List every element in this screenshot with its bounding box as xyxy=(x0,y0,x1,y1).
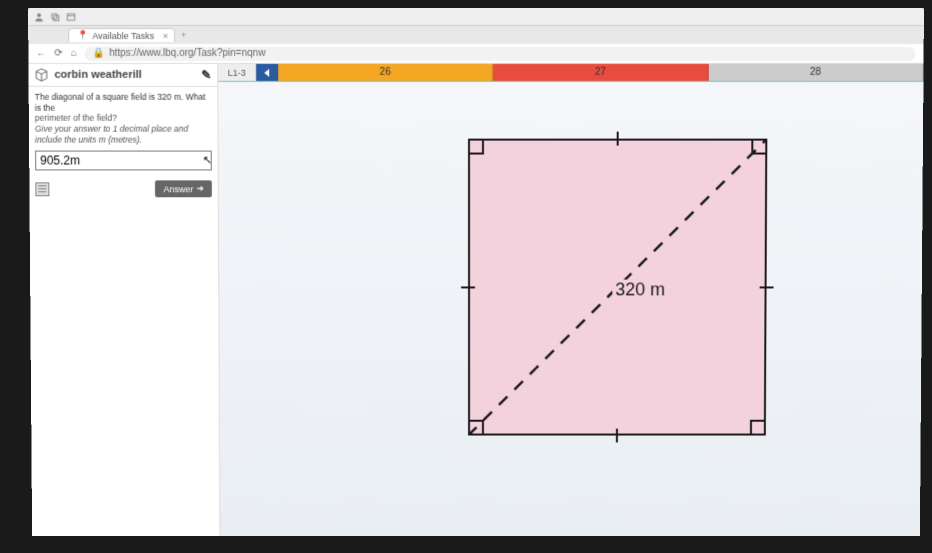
browser-tab-strip: 📍 Available Tasks × + xyxy=(28,26,924,44)
tick-mark xyxy=(461,286,475,288)
cube-icon xyxy=(34,68,48,82)
home-icon[interactable]: ⌂ xyxy=(71,48,77,59)
right-angle-marker xyxy=(470,141,484,155)
close-icon[interactable]: × xyxy=(163,30,168,40)
answer-input[interactable] xyxy=(35,151,212,171)
tick-mark xyxy=(616,429,618,443)
level-badge: L1-3 xyxy=(218,64,256,81)
reload-icon[interactable]: ⟳ xyxy=(54,48,62,59)
lock-icon: 🔒 xyxy=(93,48,106,59)
diagonal-label: 320 m xyxy=(612,280,668,301)
answer-button[interactable]: Answer ➔ xyxy=(155,180,211,197)
url-text: https://www.lbq.org/Task?pin=nqnw xyxy=(109,48,265,59)
url-bar[interactable]: 🔒 https://www.lbq.org/Task?pin=nqnw xyxy=(85,46,916,60)
figure: 320 m xyxy=(428,119,807,475)
answer-button-label: Answer xyxy=(163,184,193,194)
question-line2: perimeter of the field? xyxy=(35,113,212,124)
right-angle-marker xyxy=(470,420,484,434)
progress-seg-27[interactable]: 27 xyxy=(493,64,708,81)
right-angle-marker xyxy=(750,420,764,434)
pen-icon[interactable]: ✎ xyxy=(201,68,211,82)
browser-toolbar: ← ⟳ ⌂ 🔒 https://www.lbq.org/Task?pin=nqn… xyxy=(28,44,923,64)
right-angle-marker xyxy=(751,141,765,155)
main-area: L1-3 26 27 28 xyxy=(218,64,923,536)
question-text: The diagonal of a square field is 320 m.… xyxy=(29,87,218,147)
sidebar: corbin weatherill ✎ The diagonal of a sq… xyxy=(28,64,220,536)
progress-seg-28[interactable]: 28 xyxy=(708,64,923,81)
notes-icon[interactable] xyxy=(35,182,49,196)
question-line1: The diagonal of a square field is 320 m.… xyxy=(35,92,212,113)
progress-seg-26[interactable]: 26 xyxy=(278,64,493,81)
user-name: corbin weatherill xyxy=(54,69,141,81)
arrow-right-icon: ➔ xyxy=(196,183,204,194)
tick-mark xyxy=(617,132,619,146)
new-tab-button[interactable]: + xyxy=(181,30,186,40)
question-hint: Give your answer to 1 decimal place and … xyxy=(35,124,212,145)
window-title-bar xyxy=(28,8,924,26)
progress-back-button[interactable] xyxy=(256,64,278,81)
copy-icon xyxy=(50,11,60,21)
tick-mark xyxy=(760,286,774,288)
window-icon xyxy=(66,11,76,21)
pin-icon: 📍 xyxy=(77,30,88,41)
browser-tab[interactable]: 📍 Available Tasks × xyxy=(68,28,175,42)
profile-icon xyxy=(34,11,44,21)
back-icon[interactable]: ← xyxy=(36,48,46,59)
tab-title: Available Tasks xyxy=(92,30,154,40)
user-row: corbin weatherill ✎ xyxy=(28,64,217,87)
progress-bar: L1-3 26 27 28 xyxy=(218,64,923,82)
